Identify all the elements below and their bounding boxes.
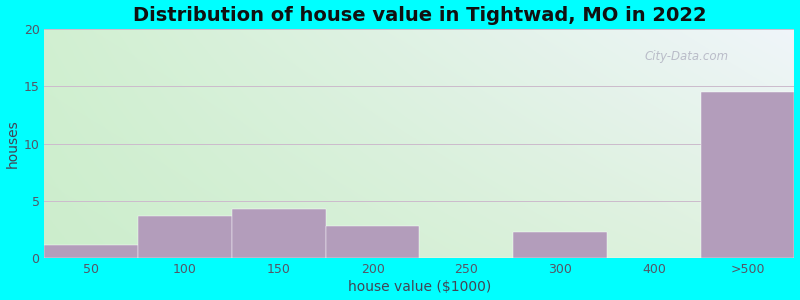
Bar — [232, 209, 326, 258]
Bar — [701, 92, 794, 258]
X-axis label: house value ($1000): house value ($1000) — [348, 280, 491, 294]
Y-axis label: houses: houses — [6, 119, 19, 168]
Bar — [326, 226, 419, 258]
Title: Distribution of house value in Tightwad, MO in 2022: Distribution of house value in Tightwad,… — [133, 6, 706, 25]
Bar — [513, 232, 607, 258]
Bar — [138, 216, 232, 258]
Text: City-Data.com: City-Data.com — [645, 50, 729, 63]
Bar — [45, 244, 138, 258]
